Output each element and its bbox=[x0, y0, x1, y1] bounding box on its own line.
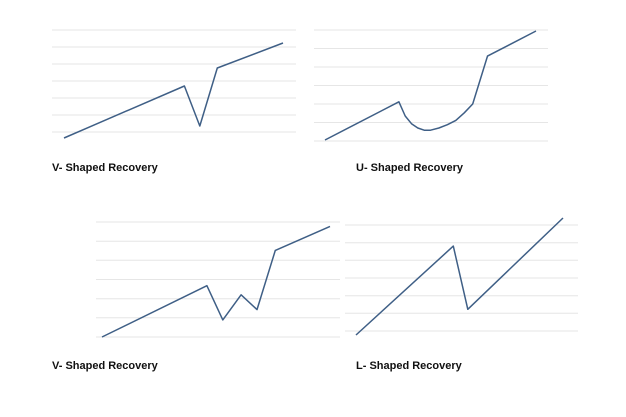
series-line-v-shaped-bottom bbox=[101, 225, 331, 338]
chart-u-shaped bbox=[314, 29, 548, 142]
series-line-v-shaped-top bbox=[63, 42, 284, 139]
chart-v-shaped-top bbox=[52, 29, 296, 139]
series-line-u-shaped bbox=[324, 30, 537, 141]
chart-l-shaped bbox=[345, 217, 578, 336]
caption-u-shaped-recovery: U- Shaped Recovery bbox=[356, 162, 463, 174]
caption-l-shaped-recovery: L- Shaped Recovery bbox=[356, 360, 462, 372]
series-line-l-shaped bbox=[355, 217, 564, 336]
caption-v-shaped-recovery-top: V- Shaped Recovery bbox=[52, 162, 158, 174]
chart-v-shaped-bottom bbox=[96, 221, 340, 338]
caption-v-shaped-recovery-bottom: V- Shaped Recovery bbox=[52, 360, 158, 372]
